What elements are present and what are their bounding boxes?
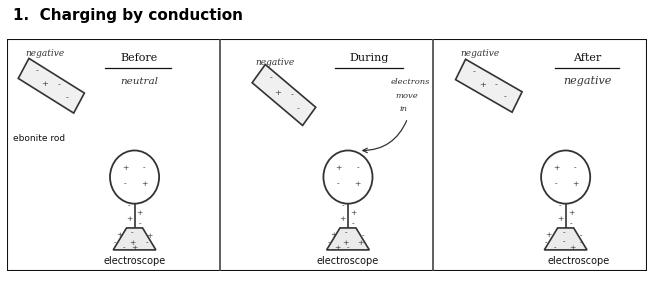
Text: +: + [557, 215, 564, 223]
Text: move: move [395, 92, 418, 100]
Polygon shape [456, 59, 522, 112]
Circle shape [324, 151, 372, 204]
Text: Before: Before [120, 53, 157, 63]
Polygon shape [252, 65, 316, 125]
Text: -: - [66, 94, 68, 102]
Text: +: + [545, 231, 552, 239]
Text: +: + [354, 180, 361, 188]
Text: -: - [344, 229, 347, 237]
Text: -: - [562, 239, 565, 246]
Text: -: - [337, 180, 340, 188]
Text: -: - [545, 239, 548, 247]
Text: +: + [129, 239, 136, 246]
Text: +: + [569, 244, 575, 252]
Circle shape [541, 151, 590, 204]
Text: -: - [58, 81, 60, 89]
Text: +: + [572, 180, 578, 188]
Text: electroscope: electroscope [317, 256, 379, 266]
FancyArrowPatch shape [363, 121, 407, 153]
Text: +: + [41, 80, 48, 88]
Polygon shape [544, 228, 587, 250]
Text: +: + [553, 164, 559, 172]
Text: -: - [503, 94, 506, 102]
Text: -: - [114, 239, 116, 247]
Text: 1.  Charging by conduction: 1. Charging by conduction [13, 8, 243, 23]
Text: +: + [141, 180, 148, 188]
Text: -: - [579, 239, 582, 247]
Text: -: - [146, 239, 149, 247]
Text: -: - [138, 221, 141, 228]
Text: -: - [35, 67, 38, 75]
Text: negative: negative [256, 58, 295, 67]
Text: +: + [126, 215, 133, 223]
Text: +: + [116, 231, 123, 239]
Polygon shape [18, 58, 85, 113]
Text: electrons: electrons [391, 78, 430, 86]
Text: -: - [361, 232, 364, 240]
Text: +: + [350, 209, 356, 217]
Text: -: - [495, 81, 498, 89]
Text: -: - [143, 164, 146, 172]
Text: -: - [356, 164, 359, 172]
Text: +: + [146, 232, 153, 240]
Text: -: - [559, 202, 562, 210]
Text: +: + [343, 239, 349, 246]
Text: +: + [479, 81, 486, 89]
Text: -: - [569, 221, 572, 228]
Text: +: + [274, 89, 281, 96]
Text: +: + [131, 244, 138, 252]
Text: -: - [352, 221, 355, 228]
Circle shape [110, 151, 159, 204]
Text: -: - [554, 244, 556, 252]
Text: ebonite rod: ebonite rod [13, 135, 65, 144]
Text: -: - [574, 164, 577, 172]
Text: in: in [399, 105, 407, 113]
Text: +: + [122, 164, 128, 172]
Text: electroscope: electroscope [103, 256, 166, 266]
Text: electroscope: electroscope [547, 256, 610, 266]
Text: -: - [128, 202, 131, 210]
Text: -: - [328, 239, 330, 247]
Text: -: - [270, 74, 273, 83]
Text: +: + [330, 231, 336, 239]
Text: negative: negative [563, 76, 611, 86]
Text: negative: negative [25, 49, 64, 58]
Text: +: + [568, 209, 574, 217]
Text: +: + [334, 244, 341, 252]
Text: -: - [473, 68, 475, 76]
Text: +: + [136, 209, 143, 217]
Text: -: - [554, 180, 557, 188]
Polygon shape [326, 228, 369, 250]
Polygon shape [113, 228, 156, 250]
Text: During: During [350, 53, 389, 63]
Text: -: - [579, 232, 582, 240]
Text: +: + [339, 215, 346, 223]
Text: -: - [346, 244, 349, 252]
Text: -: - [123, 244, 125, 252]
Text: +: + [358, 239, 364, 247]
Text: negative: negative [461, 49, 500, 58]
Text: After: After [573, 53, 601, 63]
Text: -: - [131, 229, 134, 237]
Text: -: - [296, 106, 299, 114]
Text: -: - [562, 229, 565, 237]
Text: -: - [124, 180, 126, 188]
Text: -: - [290, 92, 293, 100]
Text: neutral: neutral [120, 77, 158, 86]
Text: -: - [341, 202, 344, 210]
Text: +: + [335, 164, 341, 172]
